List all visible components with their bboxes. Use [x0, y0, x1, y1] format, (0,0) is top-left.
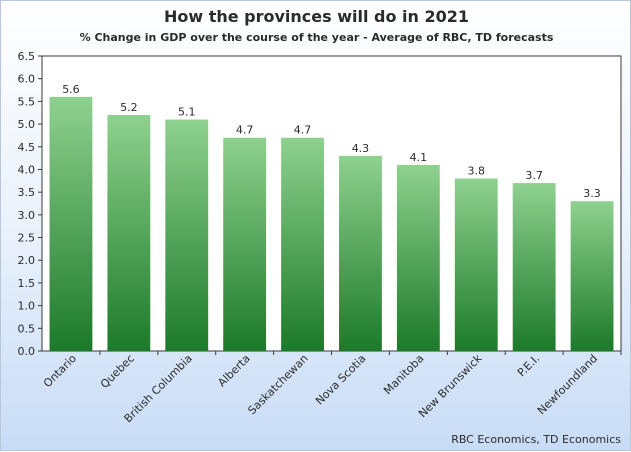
y-tick-label: 5.0: [18, 118, 36, 131]
data-label: 3.3: [583, 187, 601, 200]
y-tick-label: 5.5: [18, 95, 36, 108]
y-tick-label: 4.0: [18, 163, 36, 176]
data-label: 4.7: [294, 124, 312, 137]
data-label: 5.6: [62, 83, 80, 96]
x-category-label: Newfoundland: [535, 352, 600, 417]
y-tick-label: 0.0: [18, 345, 36, 358]
bar: [454, 178, 498, 351]
data-label: 5.1: [178, 106, 196, 119]
data-label: 4.3: [352, 142, 370, 155]
y-tick-label: 6.5: [18, 50, 36, 63]
y-tick-label: 4.5: [18, 141, 36, 154]
bar: [396, 164, 440, 351]
x-category-label: Manitoba: [381, 352, 426, 397]
x-category-label: Ontario: [41, 352, 79, 390]
bar: [281, 137, 324, 351]
x-category-label: Alberta: [215, 352, 252, 389]
chart-title: How the provinces will do in 2021: [163, 7, 470, 26]
y-tick-label: 2.5: [18, 232, 36, 245]
data-label: 5.2: [120, 101, 138, 114]
source-note: RBC Economics, TD Economics: [451, 433, 621, 446]
x-category-label: Quebec: [98, 352, 137, 391]
x-category-label: New Brunswick: [416, 351, 485, 420]
bar: [570, 201, 614, 351]
data-label: 3.7: [525, 169, 543, 182]
bar: [49, 96, 93, 351]
bar: [512, 183, 556, 351]
bar: [339, 155, 382, 351]
data-label: 4.1: [410, 151, 428, 164]
y-tick-label: 3.0: [18, 209, 36, 222]
bar: [107, 115, 151, 351]
y-tick-label: 1.0: [18, 300, 36, 313]
x-category-label: Nova Scotia: [313, 352, 369, 408]
y-tick-label: 6.0: [18, 73, 36, 86]
y-tick-label: 0.5: [18, 322, 36, 335]
y-tick-label: 1.5: [18, 277, 36, 290]
bar: [165, 119, 209, 352]
data-label: 4.7: [236, 124, 254, 137]
x-category-label: P.E.I.: [515, 352, 542, 379]
data-label: 3.8: [468, 165, 486, 178]
y-tick-label: 3.5: [18, 186, 36, 199]
bar: [223, 137, 267, 351]
x-category-label: Saskatchewan: [245, 352, 310, 417]
y-tick-label: 2.0: [18, 254, 36, 267]
chart-subtitle: % Change in GDP over the course of the y…: [79, 31, 554, 44]
